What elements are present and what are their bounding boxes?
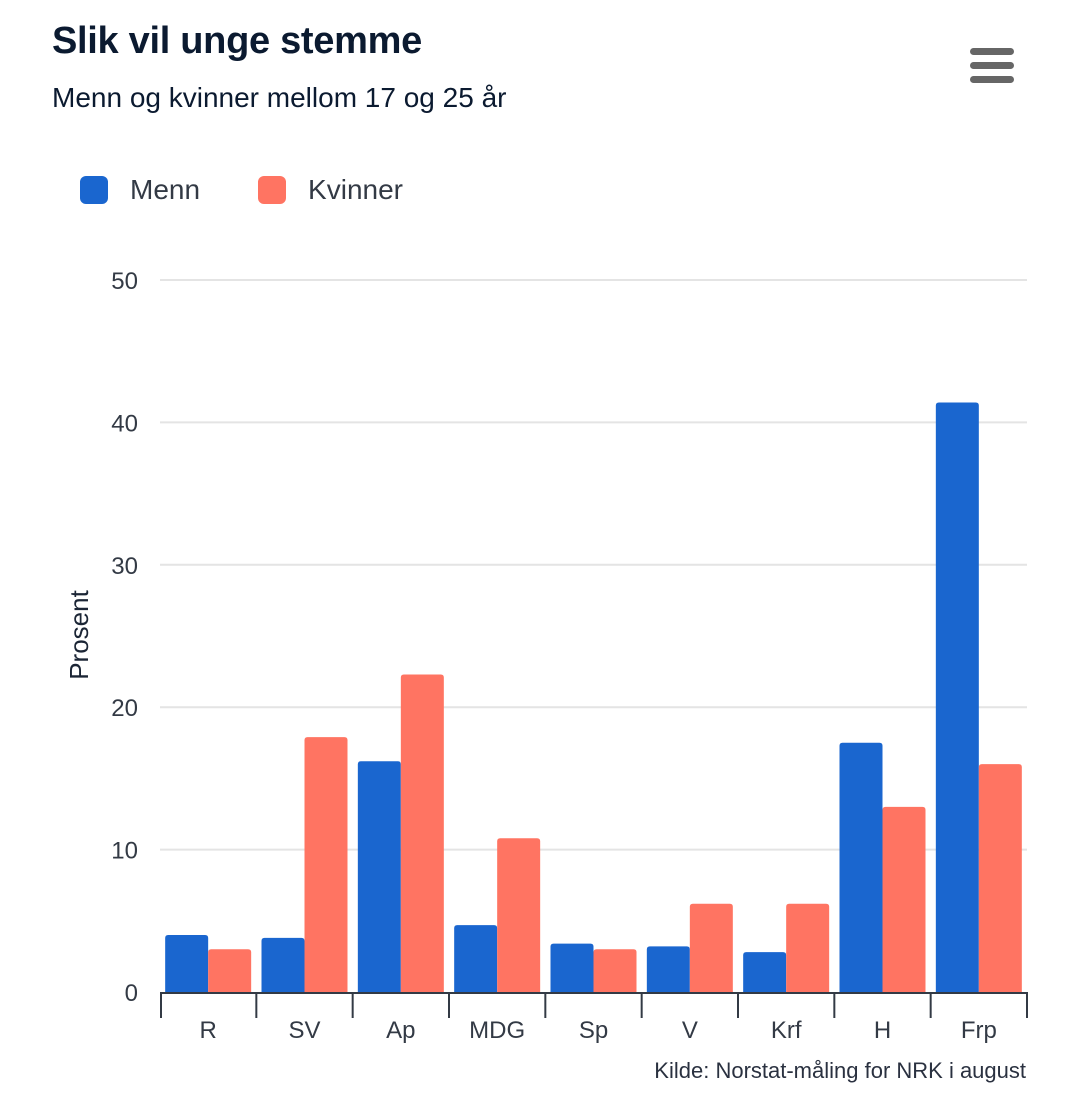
bar-menn-sp[interactable] (550, 943, 594, 992)
legend-label-menn: Menn (130, 174, 201, 205)
y-tick-label-50: 50 (111, 268, 138, 295)
y-tick-label-20: 20 (111, 695, 138, 722)
bar-kvinner-ap[interactable] (400, 674, 444, 992)
bar-kvinner-h[interactable] (882, 806, 926, 992)
bar-menn-r[interactable] (165, 935, 209, 992)
y-axis-title: Prosent (64, 589, 94, 679)
hamburger-menu-button[interactable] (962, 40, 1022, 90)
legend-label-kvinner: Kvinner (308, 174, 403, 205)
bar-menn-krf[interactable] (743, 952, 787, 992)
x-tick-label-frp: Frp (961, 1017, 997, 1044)
gridlines (160, 279, 1027, 851)
source-credit: Kilde: Norstat-måling for NRK i august (654, 1058, 1026, 1083)
bar-kvinner-krf[interactable] (786, 903, 830, 992)
bar-menn-mdg[interactable] (454, 925, 498, 992)
legend-swatch-kvinner (258, 176, 287, 204)
x-tick-label-r: R (199, 1017, 216, 1044)
legend-swatch-menn (80, 176, 108, 204)
y-tick-label-0: 0 (125, 980, 138, 1007)
x-tick-label-h: H (874, 1017, 891, 1044)
bar-kvinner-sp[interactable] (593, 949, 637, 992)
menu-bar-top (970, 48, 1014, 55)
chart-subtitle: Menn og kvinner mellom 17 og 25 år (52, 82, 507, 113)
x-axis: R SV Ap MDG Sp V Krf H Frp (160, 992, 1028, 1044)
menu-bar-bottom (970, 76, 1014, 83)
x-tick-label-mdg: MDG (469, 1017, 525, 1044)
bar-menn-ap[interactable] (357, 761, 401, 992)
bar-kvinner-sv[interactable] (304, 737, 348, 992)
bar-kvinner-v[interactable] (689, 903, 733, 992)
bar-menn-frp[interactable] (935, 402, 979, 992)
bar-menn-sv[interactable] (261, 937, 305, 992)
x-tick-label-ap: Ap (386, 1017, 415, 1044)
bar-menn-v[interactable] (646, 946, 690, 992)
menu-bar-middle (970, 62, 1014, 69)
bar-kvinner-frp[interactable] (978, 764, 1022, 992)
legend-item-kvinner[interactable]: Kvinner (258, 174, 403, 206)
y-tick-label-10: 10 (111, 838, 138, 865)
x-tick-label-sp: Sp (579, 1017, 608, 1044)
bar-kvinner-r[interactable] (208, 949, 252, 992)
legend-item-menn[interactable]: Menn (80, 174, 200, 206)
chart-title: Slik vil unge stemme (52, 20, 422, 62)
x-tick-label-krf: Krf (771, 1017, 802, 1044)
y-tick-label-40: 40 (111, 410, 138, 437)
chart-legend: Menn Kvinner (80, 170, 461, 210)
bar-series (165, 402, 1022, 992)
x-tick-label-v: V (682, 1017, 698, 1044)
bar-menn-h[interactable] (839, 742, 883, 992)
y-axis-ticks: 0 10 20 30 40 50 (111, 268, 138, 1007)
x-tick-label-sv: SV (288, 1017, 320, 1044)
bar-kvinner-mdg[interactable] (497, 838, 541, 992)
y-tick-label-30: 30 (111, 553, 138, 580)
